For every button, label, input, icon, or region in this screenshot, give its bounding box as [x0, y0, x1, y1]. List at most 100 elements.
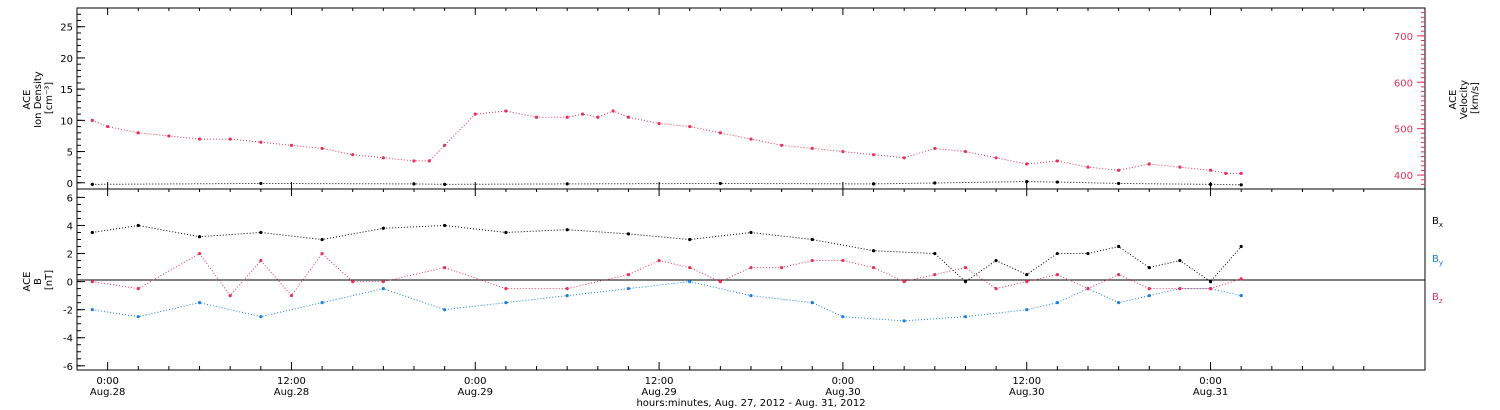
point-density [412, 159, 416, 163]
point-Bx [259, 230, 263, 235]
point-By [504, 301, 508, 305]
x-tick-label-time: 12:00 [1012, 376, 1041, 387]
marks-layer [90, 109, 1243, 323]
velocity-axis-label-line2: Velocity [1459, 80, 1470, 119]
density-y-tick-label: 5 [67, 148, 73, 159]
point-velocity [1239, 183, 1243, 187]
x-tick-label-date: Aug.30 [1009, 387, 1044, 398]
trace-Bx [92, 224, 1242, 283]
trace-density [92, 110, 1242, 174]
density-axis-label: ACE Ion Density [cm⁻³] [22, 68, 55, 128]
x-tick-label-time: 12:00 [277, 376, 306, 387]
point-By [902, 319, 906, 323]
x-axis-title: hours:minutes, Aug. 27, 2012 - Aug. 31, … [636, 398, 865, 409]
b-y-tick-label: -6 [63, 362, 73, 373]
point-density [1025, 162, 1029, 166]
legend-bz: Bz [1432, 292, 1443, 305]
point-density [320, 146, 324, 151]
point-density [1147, 162, 1151, 166]
point-By [1239, 294, 1243, 298]
point-density [1224, 171, 1228, 175]
legend-by-sub: y [1439, 259, 1443, 267]
point-Bx [810, 237, 814, 242]
density-y-tick-label: 10 [60, 116, 73, 127]
x-tick-label-time: 0:00 [464, 376, 486, 387]
velocity-y-tick-label: 500 [1394, 125, 1413, 136]
point-Bx [626, 232, 631, 236]
point-velocity [1025, 179, 1029, 184]
point-By [197, 301, 202, 305]
point-By [626, 287, 631, 291]
point-Bz [259, 258, 263, 263]
b-y-tick-label: 6 [67, 193, 73, 204]
point-density [259, 140, 263, 144]
point-Bx [136, 223, 140, 228]
legend-bz-sub: z [1439, 297, 1443, 305]
velocity-y-tick-label: 700 [1394, 32, 1413, 43]
legend-bx-main: B [1432, 216, 1439, 227]
point-By [320, 301, 324, 305]
x-tick-label-time: 0:00 [96, 376, 118, 387]
point-Bz [1239, 277, 1243, 281]
x-tick-label-date: Aug.29 [641, 387, 676, 398]
point-Bz [381, 280, 385, 284]
top-panel-frame [76, 7, 1426, 190]
point-density [504, 109, 508, 113]
point-Bx [1086, 251, 1090, 256]
point-Bz [1178, 287, 1182, 291]
point-density [902, 156, 906, 160]
point-Bz [228, 294, 232, 298]
b-axis-label-line1: ACE [22, 272, 33, 292]
density-axis-label-line2: Ion Density [33, 71, 44, 128]
legend-bz-main: B [1432, 292, 1439, 303]
density-axis-label-line3: [cm⁻³] [44, 82, 55, 114]
point-density [626, 115, 631, 119]
point-density [963, 149, 968, 154]
b-axis-label-line2: B [33, 278, 44, 285]
point-Bz [994, 287, 998, 291]
point-Bz [1208, 287, 1213, 291]
point-By [841, 315, 845, 319]
point-Bz [565, 287, 569, 291]
density-y-tick-label: 25 [60, 23, 73, 34]
point-Bz [963, 265, 968, 270]
point-density [871, 153, 876, 157]
point-density [427, 159, 431, 163]
point-density [580, 112, 585, 116]
x-tick-label-time: 0:00 [1199, 376, 1221, 387]
point-density [473, 112, 477, 116]
x-tick-label-time: 0:00 [832, 376, 854, 387]
point-density [351, 153, 355, 157]
point-velocity [871, 182, 876, 186]
density-y-tick-label: 20 [60, 54, 73, 65]
point-density [1239, 171, 1243, 175]
point-Bx [565, 228, 569, 232]
b-axis-label: ACE B [nT] [22, 268, 55, 291]
b-y-tick-label: -2 [63, 306, 73, 317]
ticks-layer: 0:00Aug.2812:00Aug.280:00Aug.2912:00Aug.… [60, 8, 1426, 398]
x-tick-label-date: Aug.31 [1193, 387, 1228, 398]
series-Bz [90, 251, 1243, 298]
point-By [810, 301, 814, 305]
point-density [136, 131, 140, 135]
point-Bx [1147, 265, 1151, 270]
trace-velocity [92, 181, 1242, 186]
x-tick-label-time: 12:00 [645, 376, 674, 387]
point-density [1117, 168, 1121, 172]
velocity-axis-label: ACE Velocity [km/s] [1448, 77, 1481, 119]
point-density [228, 137, 232, 141]
point-Bz [289, 294, 294, 298]
series-By [90, 280, 1243, 323]
point-Bx [1117, 244, 1121, 249]
b-y-tick-label: 2 [67, 250, 73, 261]
point-Bx [443, 223, 447, 228]
point-velocity [718, 181, 722, 186]
point-Bz [136, 287, 140, 291]
point-By [963, 315, 968, 319]
series-density [90, 109, 1243, 175]
density-axis-label-line1: ACE [22, 90, 33, 110]
velocity-y-tick-label: 600 [1394, 78, 1413, 89]
velocity-axis-label-line1: ACE [1448, 90, 1459, 110]
point-By [443, 308, 447, 312]
